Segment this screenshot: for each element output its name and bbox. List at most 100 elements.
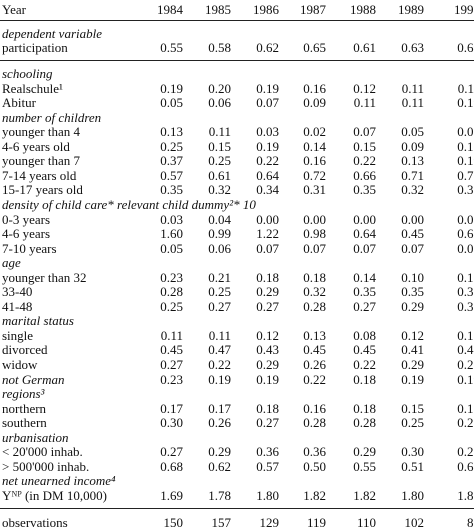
cell: 0.18 (353, 400, 376, 416)
cell: 0.00 (457, 211, 474, 227)
cell: 0.17 (208, 400, 231, 416)
cell: 0.04 (208, 211, 231, 227)
cell: 0.19 (256, 371, 279, 387)
cell: 0.35 (401, 284, 424, 300)
cell: 1.78 (208, 487, 231, 503)
header-rule (0, 20, 474, 21)
cell: 0.23 (160, 269, 183, 285)
cell: 0.66 (353, 167, 376, 183)
year-header: 1987 (300, 2, 326, 17)
year-header: 1988 (350, 2, 376, 17)
cell: 0.13 (303, 327, 326, 343)
cell: 0.18 (353, 371, 376, 387)
cell: 0.12 (401, 327, 424, 343)
cell: 0.16 (457, 327, 474, 343)
cell: 0.35 (353, 182, 376, 198)
cell: 0.36 (457, 284, 474, 300)
year-header: 1986 (253, 2, 279, 17)
cell: 0.05 (401, 124, 424, 140)
cell: 0.19 (457, 153, 474, 169)
cell: 0.22 (303, 371, 326, 387)
cell: 0.72 (303, 167, 326, 183)
cell: 110 (356, 515, 376, 530)
cell: 0.65 (303, 40, 326, 55)
cell: 0.29 (208, 444, 231, 460)
cell: 1.80 (401, 487, 424, 503)
cell: 0.22 (353, 153, 376, 169)
cell: 0.02 (303, 124, 326, 140)
cell: 0.63 (457, 226, 474, 242)
cell: 0.35 (160, 182, 183, 198)
row-label: southern (2, 415, 47, 431)
row-label: northern (2, 400, 47, 416)
cell: 0.16 (303, 400, 326, 416)
cell: 0.55 (160, 40, 183, 55)
cell: 0.63 (401, 40, 424, 55)
cell: 0.34 (256, 182, 279, 198)
row-label: younger than 4 (2, 124, 80, 140)
group-heading: age (2, 255, 21, 271)
footer-rule (0, 508, 474, 509)
cell: 0.36 (303, 444, 326, 460)
cell: 0.07 (256, 240, 279, 256)
cell: 0.41 (401, 342, 424, 358)
cell: 0.25 (208, 284, 231, 300)
cell: 150 (163, 515, 184, 530)
row-label: younger than 32 (2, 269, 87, 285)
group-heading: schooling (2, 66, 53, 81)
cell: 0.68 (160, 458, 183, 474)
cell: 0.29 (256, 357, 279, 372)
cell: 85 (467, 515, 474, 530)
row-label: 15-17 years old (2, 182, 83, 198)
cell: 0.31 (457, 298, 474, 314)
cell: 0.00 (353, 211, 376, 227)
cell: 0.37 (160, 153, 183, 169)
cell: 0.22 (256, 153, 279, 169)
cell: 0.00 (401, 211, 424, 227)
cell: 0.31 (303, 182, 326, 198)
cell: 0.50 (303, 458, 326, 474)
cell: 0.32 (303, 284, 326, 300)
cell: 0.27 (256, 298, 279, 314)
header-label: Year (2, 2, 26, 17)
cell: 0.11 (208, 327, 231, 343)
cell: 0.28 (353, 415, 376, 431)
cell: 0.19 (256, 138, 279, 154)
cell: 0.28 (303, 415, 326, 431)
cell: 0.98 (303, 226, 326, 242)
cell: 0.11 (401, 80, 424, 96)
cell: 0.45 (353, 342, 376, 358)
cell: 0.17 (160, 400, 183, 416)
row-label: 33-40 (2, 284, 33, 300)
group-heading: dependent variable (2, 26, 102, 41)
cell: 0.25 (160, 138, 183, 154)
cell: 0.21 (208, 269, 231, 285)
cell: 0.18 (256, 269, 279, 285)
group-heading: urbanisation (2, 429, 69, 445)
cell: 0.19 (256, 80, 279, 96)
cell: 0.26 (457, 357, 474, 372)
cell: 0.99 (208, 226, 231, 242)
cell: 0.62 (256, 40, 279, 55)
year-header: 1989 (398, 2, 424, 17)
row-label: > 500'000 inhab. (2, 458, 90, 474)
cell: 0.03 (256, 124, 279, 140)
cell: 0.18 (303, 269, 326, 285)
row-label: younger than 7 (2, 153, 80, 169)
cell: 0.22 (208, 357, 231, 372)
row-label: 4-6 years old (2, 138, 70, 154)
cell: 0.29 (353, 444, 376, 460)
cell: 0.61 (208, 167, 231, 183)
cell: 0.19 (457, 95, 474, 111)
cell: 0.07 (256, 95, 279, 111)
cell: 0.29 (256, 284, 279, 300)
cell: 1.60 (160, 226, 183, 242)
cell: 0.12 (256, 327, 279, 343)
section-rule (0, 60, 474, 61)
cell: 0.14 (353, 269, 376, 285)
cell: 1.82 (353, 487, 376, 503)
row-label: 7-14 years old (2, 167, 77, 183)
cell: 0.10 (457, 269, 474, 285)
cell: 0.15 (353, 138, 376, 154)
year-header: 1990 (454, 2, 474, 17)
